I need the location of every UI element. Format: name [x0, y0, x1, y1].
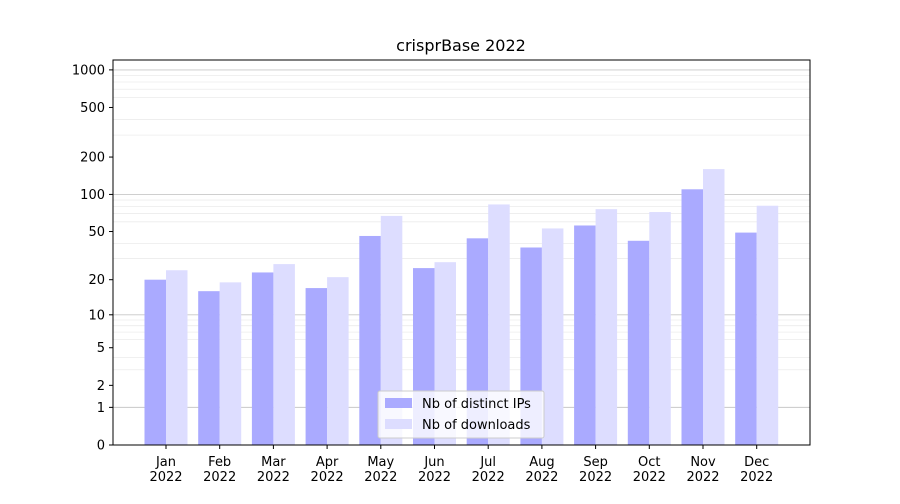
legend-label-series-1: Nb of downloads — [422, 418, 531, 433]
x-tick-label: Sep 2022 — [579, 455, 612, 485]
bar-series-1 — [756, 205, 779, 445]
bar-series-1 — [219, 282, 242, 445]
y-axis: 0 1 2 5 10 20 50 100 200 500 1000 — [72, 63, 113, 454]
y-tick-label: 20 — [88, 273, 105, 288]
bar-series-1 — [703, 169, 725, 445]
y-tick-label: 2 — [97, 379, 105, 394]
bar-series-0 — [359, 235, 381, 445]
bar-series-1 — [595, 209, 618, 445]
x-axis: Jan 2022 Feb 2022 Mar 2022 Apr 2022 May 2022 Jun 20… — [149, 445, 773, 485]
bar-series-0 — [627, 240, 650, 445]
bar-series-0 — [574, 225, 596, 445]
x-tick-label: Apr 2022 — [311, 455, 344, 485]
x-tick-label: Jun 2022 — [418, 455, 451, 485]
bar-series-0 — [144, 279, 166, 445]
y-tick-label: 5 — [97, 341, 105, 356]
bar-series-1 — [488, 204, 510, 445]
y-tick-label: 50 — [88, 225, 105, 240]
legend-label-series-0: Nb of distinct IPs — [422, 397, 531, 412]
bar-series-1 — [541, 228, 564, 445]
bar-series-0 — [198, 291, 220, 445]
x-tick-label: May 2022 — [364, 455, 397, 485]
x-tick-label: Jan 2022 — [149, 455, 182, 485]
bar-series-0 — [251, 272, 274, 445]
y-tick-label: 500 — [80, 101, 105, 116]
bar-series-0 — [305, 288, 328, 445]
y-tick-label: 0 — [97, 439, 105, 454]
y-tick-label: 100 — [80, 188, 105, 203]
x-tick-label: Aug 2022 — [525, 455, 558, 485]
bar-series-0 — [681, 189, 703, 445]
legend-swatch-series-0 — [385, 398, 412, 408]
y-tick-label: 1 — [97, 401, 105, 416]
x-tick-label: Dec 2022 — [740, 455, 773, 485]
y-tick-label: 10 — [88, 308, 105, 323]
bar-series-1 — [649, 212, 671, 445]
bar-series-1 — [273, 264, 295, 445]
x-tick-label: Nov 2022 — [686, 455, 719, 485]
x-tick-label: Feb 2022 — [203, 455, 236, 485]
bar-series-0 — [735, 232, 757, 445]
y-tick-label: 1000 — [72, 63, 105, 78]
x-tick-label: Jul 2022 — [472, 455, 505, 485]
chart-title: crisprBase 2022 — [396, 36, 526, 55]
bar-series-1 — [166, 270, 188, 445]
plot-frame — [112, 59, 811, 446]
x-tick-label: Mar 2022 — [257, 455, 290, 485]
bar-series-1 — [327, 277, 349, 445]
y-tick-label: 200 — [80, 151, 105, 166]
bars — [144, 169, 779, 445]
legend-box — [377, 390, 545, 439]
x-tick-label: Oct 2022 — [633, 455, 666, 485]
legend-swatch-series-1 — [385, 419, 412, 429]
bar-series-1 — [380, 215, 403, 445]
legend: Nb of distinct IPs Nb of downloads — [377, 390, 545, 439]
